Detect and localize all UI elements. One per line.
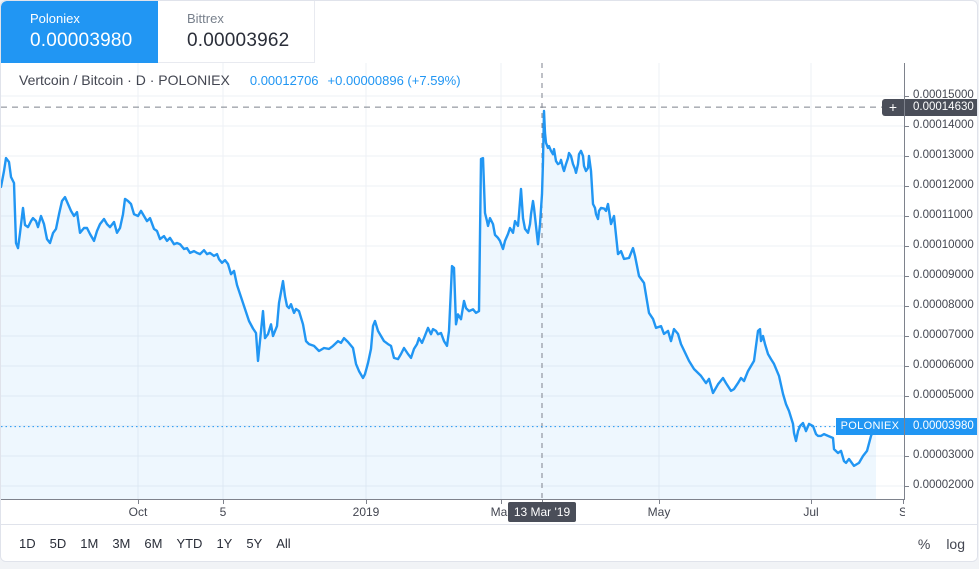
range-button-all[interactable]: All (276, 536, 291, 551)
range-button-1m[interactable]: 1M (80, 536, 99, 551)
time-axis[interactable]: Oct 5 2019 Mar May Jul S (1, 499, 905, 524)
current-price-axis-label: 0.00003980 (905, 418, 977, 436)
price-axis-label: 0.00006000 (913, 359, 974, 371)
time-axis-label: 5 (219, 505, 227, 519)
tab-bittrex[interactable]: Bittrex 0.00003962 (158, 1, 315, 63)
price-axis-label: 0.00010000 (913, 239, 974, 251)
last-price: 0.00012706 (249, 73, 319, 88)
price-axis[interactable]: 0.00014630 0.00003980 0.00015000 0.000140… (904, 63, 977, 524)
range-button-1y[interactable]: 1Y (216, 536, 233, 551)
price-axis-tick (905, 455, 909, 457)
range-button-3m[interactable]: 3M (112, 536, 131, 551)
time-axis-label: S (899, 505, 905, 519)
time-axis-tick (903, 500, 904, 504)
time-axis-label: May (647, 505, 671, 519)
crosshair-date-label: 13 Mar '19 (508, 502, 576, 522)
price-line-badge: POLONIEX (836, 418, 904, 436)
range-button-ytd[interactable]: YTD (176, 536, 203, 551)
exchange-tabbar: Poloniex 0.00003980 Bittrex 0.00003962 (1, 1, 977, 63)
percent-scale-button[interactable]: % (917, 535, 931, 552)
price-change: +0.00000896 (+7.59%) (327, 73, 461, 88)
bottom-toolbar: 1D 5D 1M 3M 6M YTD 1Y 5Y All % log (1, 524, 977, 561)
symbol-title: Vertcoin / Bitcoin · D · POLONIEX (19, 72, 230, 88)
price-axis-tick (905, 185, 909, 187)
price-axis-tick (905, 155, 909, 157)
range-button-6m[interactable]: 6M (144, 536, 163, 551)
price-axis-tick (905, 395, 909, 397)
price-axis-label: 0.00013000 (913, 149, 974, 161)
tab-bittrex-price: 0.00003962 (187, 30, 290, 51)
time-axis-label: Jul (803, 505, 819, 519)
price-axis-label: 0.00007000 (913, 329, 974, 341)
legend-values: 0.00012706 +0.00000896 (+7.59%) (250, 73, 461, 88)
range-buttons: 1D 5D 1M 3M 6M YTD 1Y 5Y All (19, 536, 291, 551)
price-axis-tick (905, 365, 909, 367)
price-axis-tick (905, 125, 909, 127)
time-axis-label: 2019 (352, 505, 380, 519)
time-axis-tick (501, 500, 502, 504)
tab-bittrex-label: Bittrex (187, 11, 224, 26)
time-axis-tick (138, 500, 139, 504)
price-axis-label: 0.00015000 (913, 89, 974, 101)
price-axis-tick (905, 245, 909, 247)
add-alert-plus-icon[interactable]: + (882, 98, 904, 116)
time-axis-label: Mar (490, 505, 512, 519)
time-axis-tick (659, 500, 660, 504)
price-axis-label: 0.00011000 (913, 209, 973, 221)
price-axis-tick (905, 275, 909, 277)
price-axis-tick (905, 305, 909, 307)
log-scale-button[interactable]: log (946, 535, 965, 552)
price-axis-label: 0.00003000 (913, 449, 974, 461)
time-axis-tick (811, 500, 812, 504)
high-price-axis-label: 0.00014630 (905, 98, 977, 116)
tab-poloniex-price: 0.00003980 (30, 30, 133, 51)
price-axis-label: 0.00012000 (913, 179, 974, 191)
price-chart[interactable] (1, 63, 905, 500)
time-axis-label: Oct (128, 505, 148, 519)
price-axis-label: 0.00014000 (913, 119, 974, 131)
price-axis-tick (905, 95, 909, 97)
price-axis-label: 0.00005000 (913, 389, 974, 401)
chart-legend: Vertcoin / Bitcoin · D · POLONIEX 0.0001… (19, 72, 461, 88)
tab-poloniex-label: Poloniex (30, 11, 80, 26)
price-axis-tick (905, 335, 909, 337)
range-button-1d[interactable]: 1D (19, 536, 36, 551)
price-axis-tick (905, 215, 909, 217)
price-axis-label: 0.00009000 (913, 269, 974, 281)
scale-controls: % log (918, 536, 965, 552)
price-axis-label: 0.00002000 (913, 479, 974, 491)
range-button-5d[interactable]: 5D (49, 536, 67, 551)
tab-poloniex[interactable]: Poloniex 0.00003980 (1, 1, 158, 63)
time-axis-tick (223, 500, 224, 504)
time-axis-tick (366, 500, 367, 504)
range-button-5y[interactable]: 5Y (246, 536, 263, 551)
chart-area: Vertcoin / Bitcoin · D · POLONIEX 0.0001… (1, 63, 977, 524)
price-axis-label: 0.00008000 (913, 299, 974, 311)
price-axis-tick (905, 485, 909, 487)
